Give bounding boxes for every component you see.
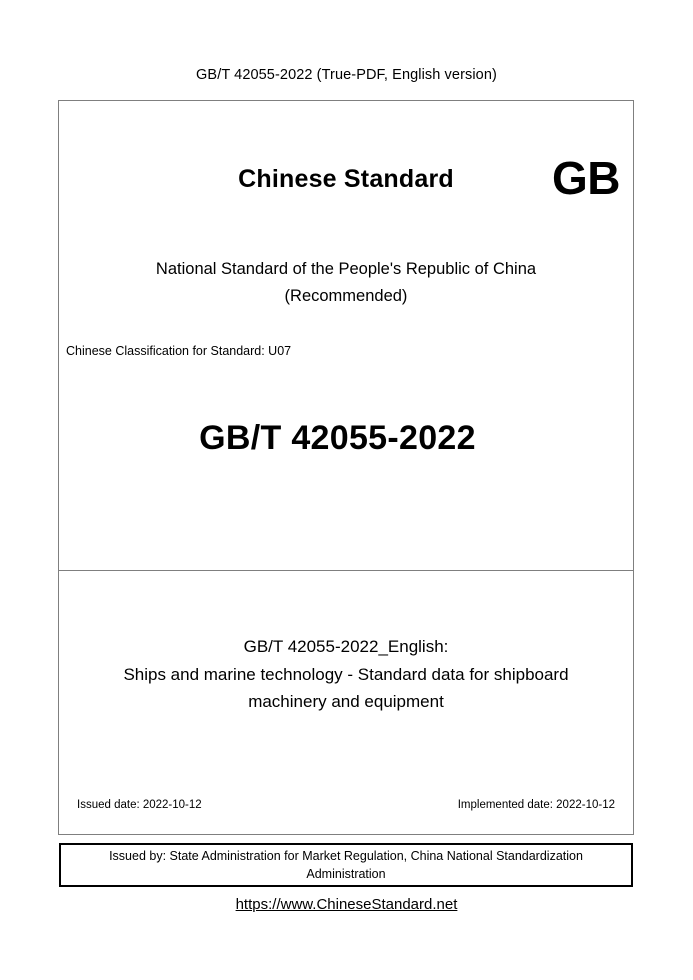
standard-title-block: GB/T 42055-2022_English: Ships and marin… xyxy=(65,633,627,716)
chinese-standard-heading: Chinese Standard xyxy=(238,165,454,193)
classification-label: Chinese Classification for Standard: U07 xyxy=(66,344,292,358)
national-standard-line-1: National Standard of the People's Republ… xyxy=(155,260,537,278)
standard-number: GB/T 42055-2022 xyxy=(199,419,476,457)
standard-title-line-2: machinery and equipment xyxy=(248,692,444,711)
national-standard-line-2: (Recommended) xyxy=(284,287,408,305)
standard-cover-frame: Chinese Standard GB National Standard of… xyxy=(58,100,634,835)
gb-logo: GB xyxy=(552,152,621,204)
cover-title-row: Chinese Standard GB xyxy=(59,155,633,211)
issuer-box: Issued by: State Administration for Mark… xyxy=(59,843,633,887)
issued-by-label: Issued by: State Administration for Mark… xyxy=(109,849,583,881)
website-link[interactable]: https://www.ChineseStandard.net xyxy=(235,896,458,913)
implemented-date-label: Implemented date: 2022-10-12 xyxy=(457,799,615,811)
national-standard-block: National Standard of the People's Republ… xyxy=(59,256,633,310)
dates-row: Issued date: 2022-10-12 Implemented date… xyxy=(77,799,615,815)
cover-lower-section: GB/T 42055-2022_English: Ships and marin… xyxy=(59,571,633,835)
cover-upper-section: Chinese Standard GB National Standard of… xyxy=(59,101,633,571)
issued-date-label: Issued date: 2022-10-12 xyxy=(77,799,202,811)
standard-title-line-1: Ships and marine technology - Standard d… xyxy=(123,664,569,684)
document-header-label: GB/T 42055-2022 (True-PDF, English versi… xyxy=(196,67,497,83)
standard-title-english-label: GB/T 42055-2022_English: xyxy=(243,637,449,656)
